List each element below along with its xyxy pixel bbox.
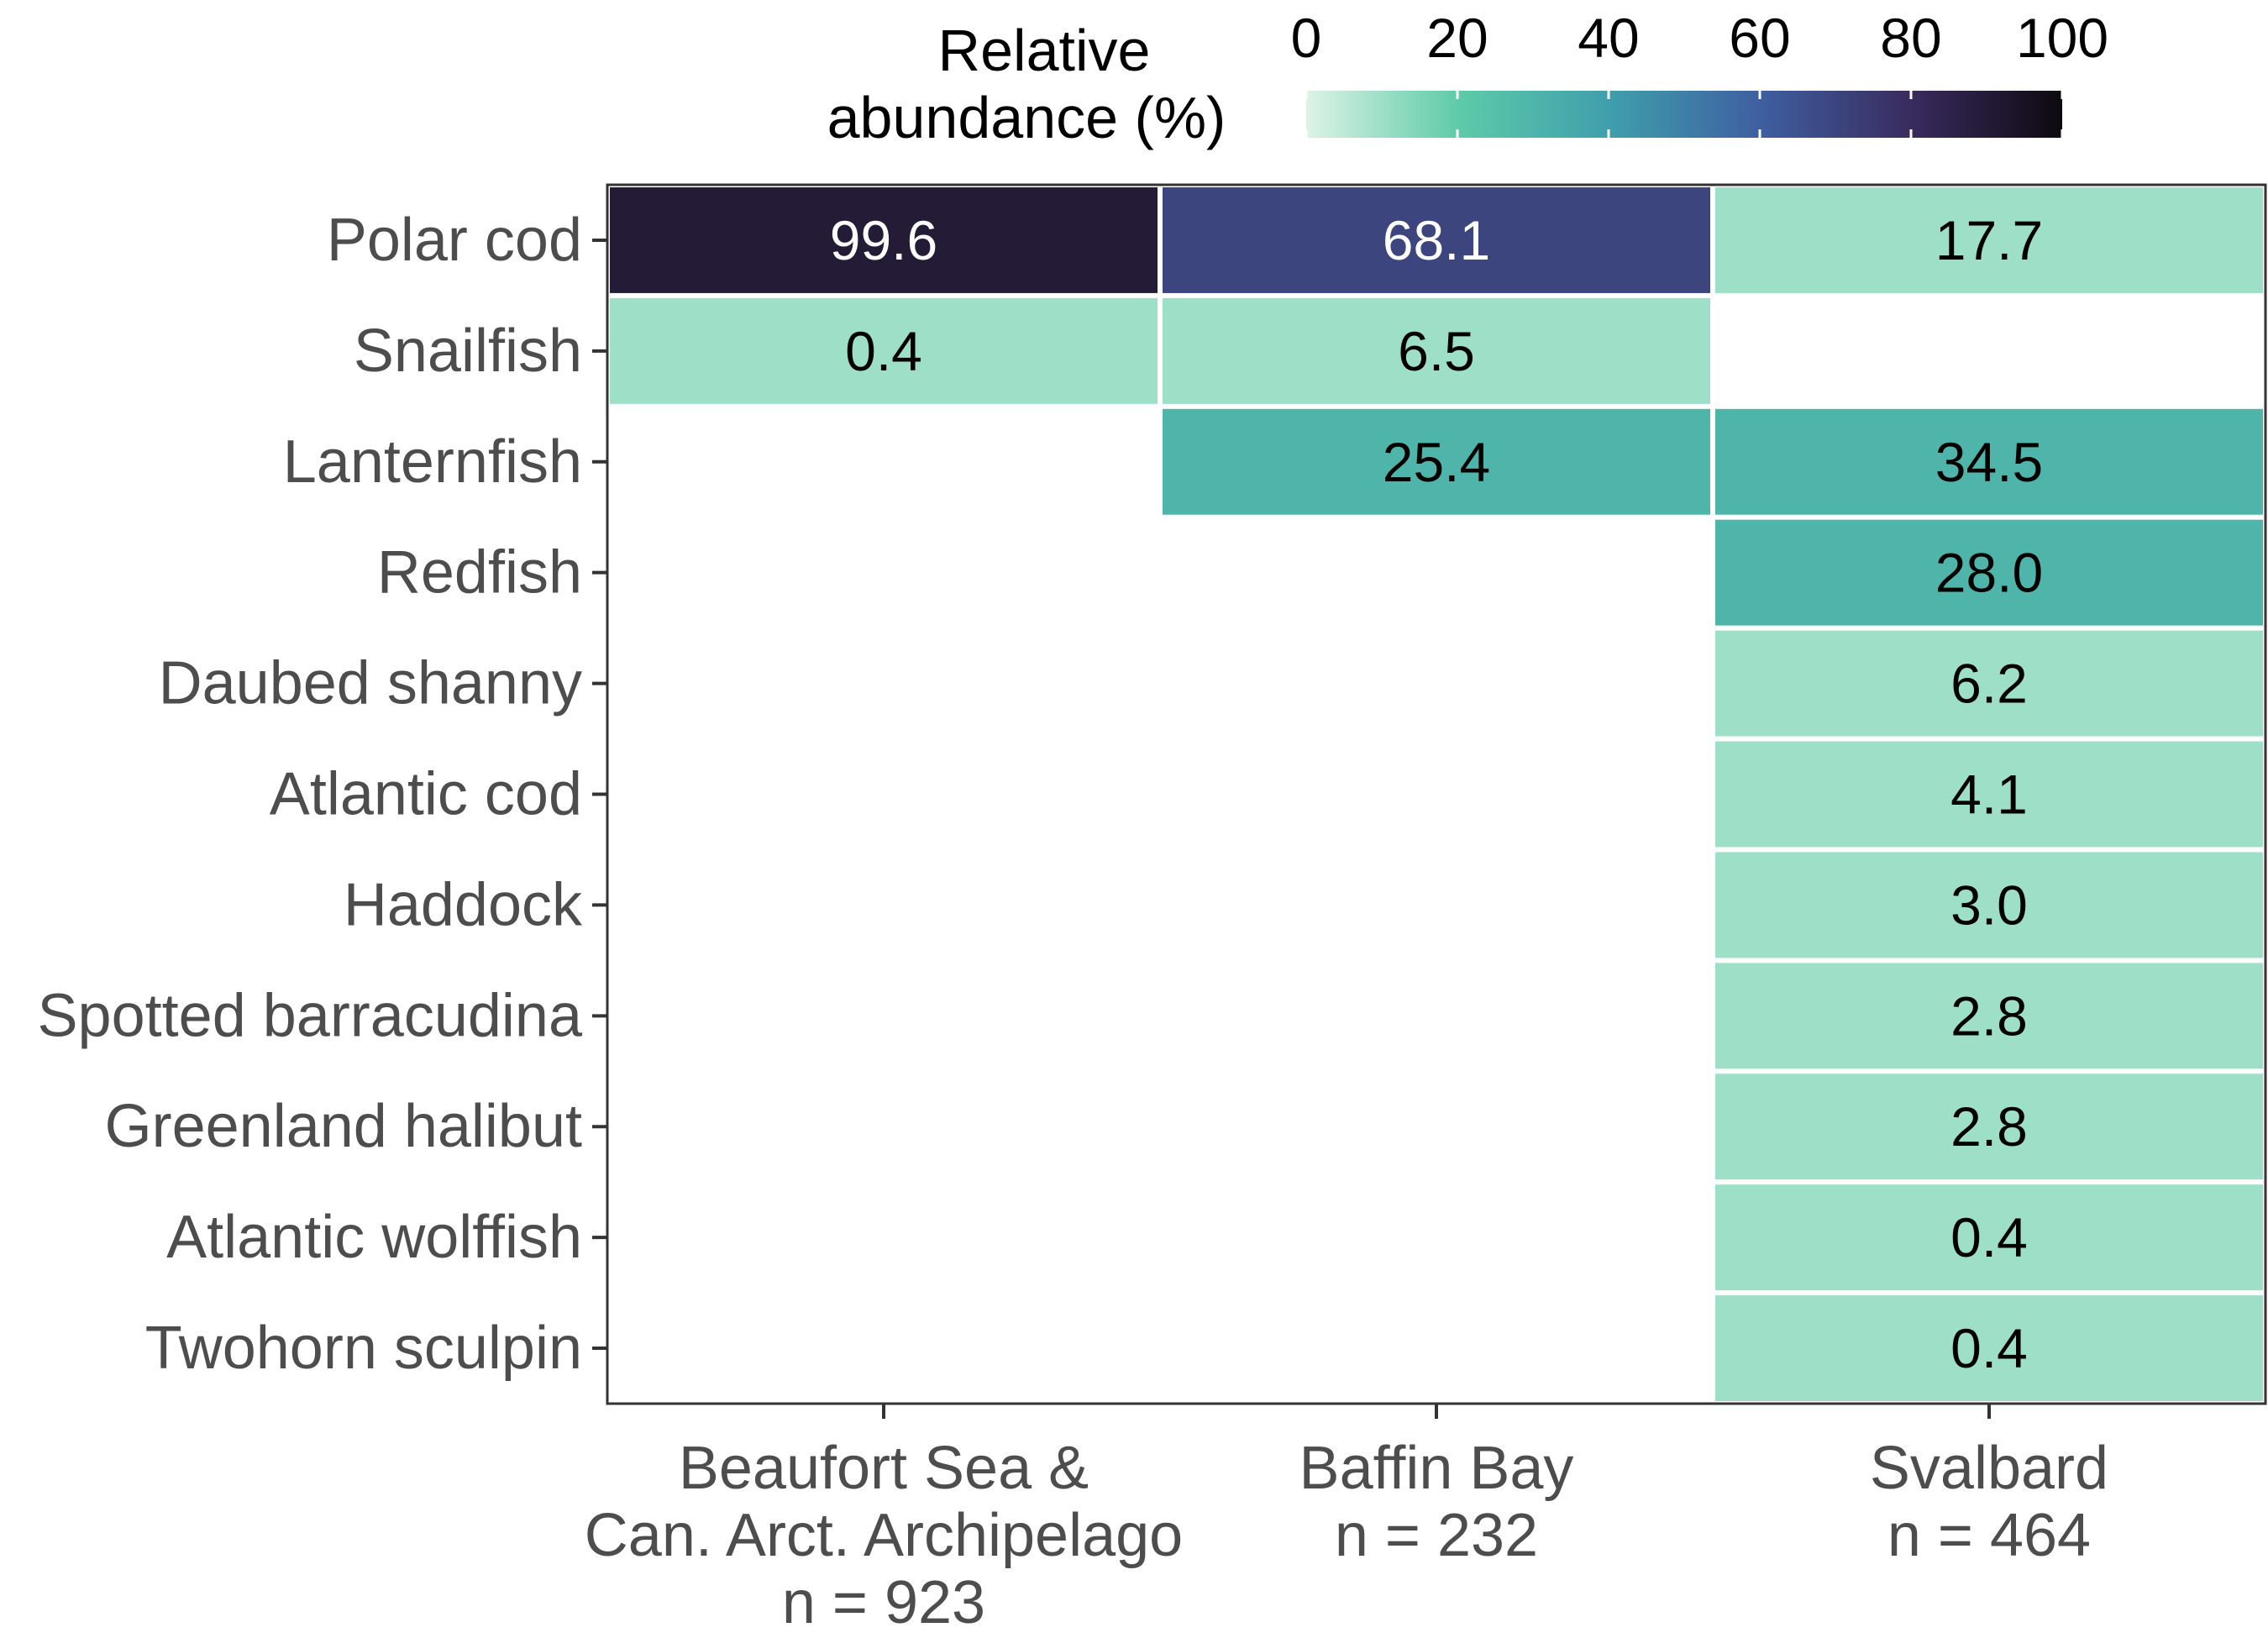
heatmap-cell bbox=[1163, 408, 1710, 515]
cell-value-label: 0.4 bbox=[845, 320, 922, 382]
cell-value-label: 6.5 bbox=[1398, 320, 1475, 382]
heatmap-cell bbox=[1163, 297, 1710, 404]
x-tick-label: Baffin Bay n = 232 bbox=[1299, 1435, 1574, 1569]
y-tick-label: Atlantic cod bbox=[270, 761, 582, 828]
cell-value-label: 2.8 bbox=[1950, 984, 2028, 1047]
cell-value-label: 99.6 bbox=[830, 209, 937, 271]
legend-title: abundance (%) bbox=[827, 85, 1226, 150]
y-tick-label: Greenland halibut bbox=[105, 1093, 582, 1160]
cell-value-label: 28.0 bbox=[1935, 542, 2043, 604]
cell-value-label: 6.2 bbox=[1950, 653, 2028, 715]
legend: Relative abundance (%) 0 20 40 60 80 100 bbox=[827, 7, 2108, 150]
legend-tick-label: 20 bbox=[1426, 7, 1488, 69]
heatmap-cell bbox=[1715, 1295, 2263, 1401]
x-axis: Beaufort Sea & Can. Arct. Archipelago n = … bbox=[585, 1404, 2108, 1636]
legend-gradient bbox=[1306, 91, 2062, 138]
y-tick-label: Haddock bbox=[344, 871, 583, 938]
y-tick-label: Daubed shanny bbox=[159, 650, 582, 717]
y-tick-label: Twohorn sculpin bbox=[145, 1315, 582, 1382]
heatmap-cell bbox=[1715, 187, 2263, 293]
cell-value-label: 68.1 bbox=[1383, 209, 1490, 271]
y-tick-label: Spotted barracudina bbox=[38, 982, 583, 1049]
heatmap-cell bbox=[1715, 963, 2263, 1069]
cell-value-label: 25.4 bbox=[1383, 431, 1490, 493]
cell-value-label: 4.1 bbox=[1950, 764, 2028, 826]
y-tick-label: Snailfish bbox=[354, 318, 582, 385]
legend-tick-label: 40 bbox=[1578, 7, 1639, 69]
legend-title: Relative bbox=[938, 18, 1151, 83]
x-tick-label: Beaufort Sea & Can. Arct. Archipelago n = … bbox=[585, 1435, 1183, 1636]
cell-value-label: 0.4 bbox=[1950, 1317, 2028, 1379]
y-tick-label: Redfish bbox=[377, 539, 582, 606]
heatmap-cell bbox=[1715, 1074, 2263, 1180]
cell-value-label: 2.8 bbox=[1950, 1095, 2028, 1158]
cell-value-label: 3.0 bbox=[1950, 874, 2028, 936]
heatmap-cell bbox=[1715, 1184, 2263, 1291]
y-tick-label: Polar cod bbox=[327, 207, 582, 274]
y-axis: Polar cod Snailfish Lanternfish Redfish Daub… bbox=[38, 207, 607, 1382]
y-tick-label: Lanternfish bbox=[283, 428, 582, 496]
cell-value-label: 0.4 bbox=[1950, 1206, 2028, 1268]
heatmap-cell bbox=[610, 297, 1158, 404]
legend-tick-label: 60 bbox=[1729, 7, 1790, 69]
cell-value-label: 17.7 bbox=[1935, 209, 2043, 271]
heatmap-cell bbox=[1715, 408, 2263, 515]
heatmap-cell bbox=[610, 187, 1158, 293]
cell-value-label: 34.5 bbox=[1935, 431, 2043, 493]
legend-ticks: 0 20 40 60 80 100 bbox=[1291, 7, 2108, 138]
legend-tick-label: 100 bbox=[2016, 7, 2108, 69]
heatmap-cell bbox=[1715, 630, 2263, 737]
heatmap-cell bbox=[1715, 852, 2263, 958]
legend-tick-label: 0 bbox=[1291, 7, 1322, 69]
heatmap-cells: 99.6 68.1 17.7 0.4 6.5 25.4 34.5 28.0 6.2 4.1 3.0 2… bbox=[610, 187, 2263, 1401]
heatmap-cell bbox=[1715, 741, 2263, 848]
x-tick-label: Svalbard n = 464 bbox=[1870, 1435, 2108, 1569]
heatmap-cell bbox=[1715, 519, 2263, 626]
legend-tick-label: 80 bbox=[1880, 7, 1941, 69]
y-tick-label: Atlantic wolffish bbox=[166, 1204, 582, 1271]
heatmap-cell bbox=[1163, 187, 1710, 293]
legend-color-bar bbox=[1306, 91, 2062, 138]
